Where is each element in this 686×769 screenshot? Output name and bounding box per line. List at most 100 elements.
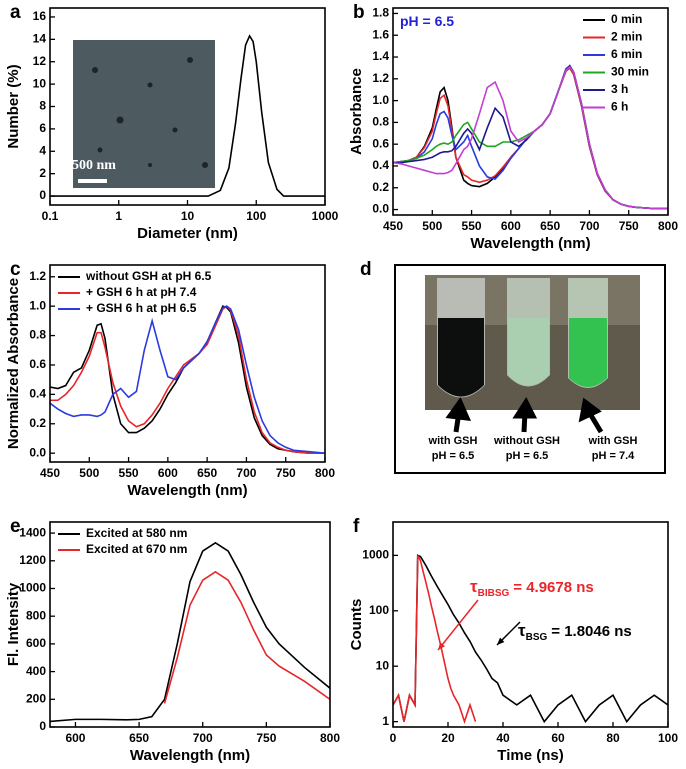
y-tick-label: 1000 [19, 581, 46, 595]
x-tick-label: 650 [540, 219, 560, 233]
y-tick-label: 1 [382, 714, 389, 728]
y-tick-label: 6 [39, 121, 46, 135]
annotation-text: = 1.8046 ns [551, 623, 631, 640]
caption: pH = 6.5 [506, 450, 549, 462]
panel-label: d [360, 259, 372, 280]
y-tick-label: 1.4 [372, 49, 389, 63]
annotation-subscript: BIBSG [478, 588, 510, 599]
panel-label: f [353, 516, 360, 537]
legend-label: 30 min [611, 65, 649, 79]
panel-label: b [353, 2, 365, 23]
data-line [50, 305, 325, 454]
x-tick-label: 600 [158, 466, 178, 480]
axes-frame [392, 521, 669, 728]
arrows [445, 396, 604, 434]
chart-panel: 450 500 550 600 650 700 750 800 0.0 0.2 0.4 0.6 0.8 1… [348, 2, 678, 252]
y-axis-title: Absorbance [348, 68, 365, 155]
data-line [50, 541, 330, 723]
particle [147, 82, 153, 88]
data-line [393, 554, 668, 724]
y-tick-label: 1.0 [29, 298, 46, 312]
arrow-head [578, 397, 602, 423]
y-axis-title: Normalized Absorbance [5, 278, 22, 449]
x-tick-label: 100 [658, 731, 678, 745]
tube-liquid [508, 318, 549, 386]
x-tick-label: 800 [658, 219, 678, 233]
chart-panel: 450 500 550 600 650 700 750 800 0.0 0.2 0.4 0.6 0.8 1… [5, 259, 335, 499]
particle [187, 57, 193, 63]
x-tick-label: 10 [181, 209, 195, 223]
tem-image [73, 40, 215, 188]
y-axis-title: Counts [348, 599, 365, 651]
y-tick-label: 400 [26, 664, 46, 678]
y-tick-label: 1.6 [372, 27, 389, 41]
annotation-subscript: BSG [526, 632, 548, 643]
y-tick-label: 0 [39, 719, 46, 733]
y-axis-title: Fl. Intensity [5, 582, 22, 666]
panel-label: a [10, 2, 21, 23]
y-tick-label: 800 [26, 608, 46, 622]
axes-frame [392, 7, 669, 216]
panel-label: c [10, 259, 21, 280]
y-axis-title: Number (%) [5, 64, 22, 148]
x-axis-title: Wavelength (nm) [470, 235, 590, 252]
tube-liquid [569, 318, 607, 387]
panel-frame [394, 264, 666, 474]
y-tick-label: 0.0 [372, 202, 389, 216]
y-tick-label: 4 [39, 143, 46, 157]
x-axis-title: Time (ns) [497, 747, 563, 764]
particle [202, 162, 208, 168]
y-tick-label: 0.0 [29, 445, 46, 459]
annotation-arrow-head [497, 637, 505, 645]
particle [172, 127, 178, 133]
x-tick-label: 0.1 [42, 209, 59, 223]
y-tick-label: 1000 [362, 548, 389, 562]
y-tick-label: 1400 [19, 525, 46, 539]
x-tick-label: 80 [606, 731, 620, 745]
x-tick-label: 700 [579, 219, 599, 233]
data-line [163, 570, 330, 704]
x-tick-label: 650 [129, 731, 149, 745]
x-tick-label: 550 [462, 219, 482, 233]
caption: with GSH [428, 435, 478, 447]
particle [92, 67, 98, 73]
x-tick-label: 750 [276, 466, 296, 480]
legend-label: 3 h [611, 82, 628, 96]
y-tick-label: 1.2 [29, 269, 46, 283]
data-line [393, 555, 477, 725]
legend-label: Excited at 580 nm [86, 526, 187, 540]
y-tick-label: 200 [26, 691, 46, 705]
x-tick-label: 600 [65, 731, 85, 745]
y-tick-label: 12 [33, 54, 47, 68]
y-tick-label: 8 [39, 99, 46, 113]
x-tick-label: 750 [619, 219, 639, 233]
x-axis-title: Diameter (nm) [137, 225, 238, 242]
legend-label: 6 h [611, 100, 628, 114]
y-tick-label: 0.4 [29, 387, 46, 401]
x-tick-label: 500 [79, 466, 99, 480]
tem-inset: 500 nm [72, 40, 215, 188]
x-tick-label: 100 [246, 209, 266, 223]
x-tick-label: 800 [320, 731, 340, 745]
arrow-head [512, 396, 538, 419]
x-tick-label: 450 [383, 219, 403, 233]
x-tick-label: 450 [40, 466, 60, 480]
particle [97, 147, 103, 153]
y-tick-label: 0.2 [29, 416, 46, 430]
x-axis-title: Wavelength (nm) [127, 482, 247, 499]
x-tick-label: 0 [390, 731, 397, 745]
x-tick-label: 700 [193, 731, 213, 745]
y-tick-label: 10 [33, 76, 47, 90]
x-tick-label: 500 [422, 219, 442, 233]
legend-label: 2 min [611, 30, 642, 44]
y-tick-label: 0.2 [372, 180, 389, 194]
x-tick-label: 40 [496, 731, 510, 745]
y-tick-label: 0.8 [372, 115, 389, 129]
y-tick-label: 1200 [19, 553, 46, 567]
caption: pH = 7.4 [592, 450, 635, 462]
arrow-head [445, 396, 472, 421]
annotation: τBSG = 1.8046 ns [518, 621, 632, 642]
